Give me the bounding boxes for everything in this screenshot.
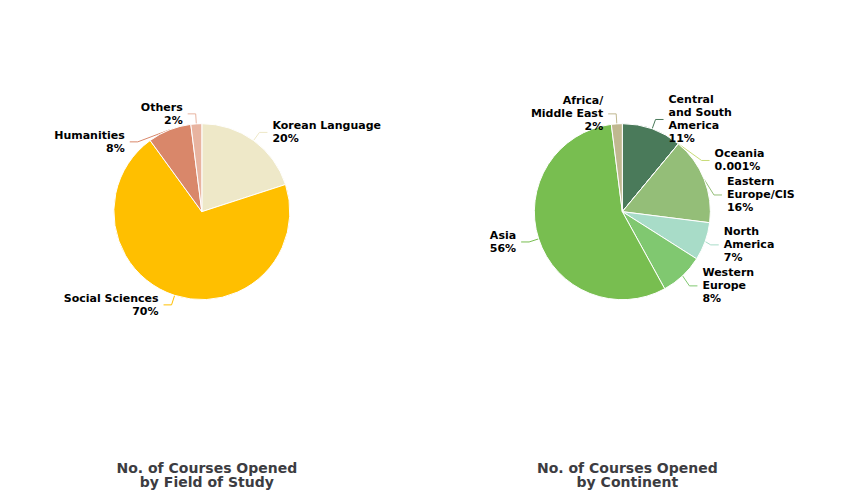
- svg-text:Oceania: Oceania: [715, 147, 765, 160]
- svg-text:by Field of Study: by Field of Study: [140, 474, 274, 490]
- svg-text:7%: 7%: [724, 251, 743, 264]
- svg-text:8%: 8%: [106, 142, 125, 155]
- svg-text:8%: 8%: [702, 292, 721, 305]
- svg-text:Eastern: Eastern: [727, 175, 774, 188]
- svg-text:11%: 11%: [669, 132, 695, 145]
- svg-text:Central: Central: [669, 93, 714, 106]
- svg-text:Europe: Europe: [702, 279, 746, 292]
- svg-text:16%: 16%: [727, 201, 753, 214]
- svg-text:70%: 70%: [132, 305, 158, 318]
- svg-text:0.001%: 0.001%: [715, 160, 761, 173]
- svg-text:America: America: [669, 119, 720, 132]
- svg-text:56%: 56%: [490, 242, 516, 255]
- svg-text:Humanities: Humanities: [54, 129, 125, 142]
- svg-text:Western: Western: [702, 266, 754, 279]
- svg-text:Europe/CIS: Europe/CIS: [727, 188, 795, 201]
- svg-text:No. of Courses Opened: No. of Courses Opened: [116, 460, 298, 476]
- svg-text:20%: 20%: [272, 132, 298, 145]
- svg-text:Middle East: Middle East: [531, 107, 603, 120]
- svg-text:North: North: [724, 225, 759, 238]
- svg-text:Korean Language: Korean Language: [272, 119, 381, 132]
- svg-text:Others: Others: [141, 101, 183, 114]
- svg-text:America: America: [724, 238, 775, 251]
- svg-text:No. of Courses Opened: No. of Courses Opened: [536, 460, 718, 476]
- svg-text:Africa/: Africa/: [563, 94, 604, 107]
- svg-text:Asia: Asia: [490, 229, 516, 242]
- svg-text:2%: 2%: [584, 120, 603, 133]
- svg-text:2%: 2%: [164, 114, 183, 127]
- svg-text:and South: and South: [669, 106, 732, 119]
- svg-text:by Continent: by Continent: [577, 474, 679, 490]
- svg-text:Social Sciences: Social Sciences: [64, 292, 159, 305]
